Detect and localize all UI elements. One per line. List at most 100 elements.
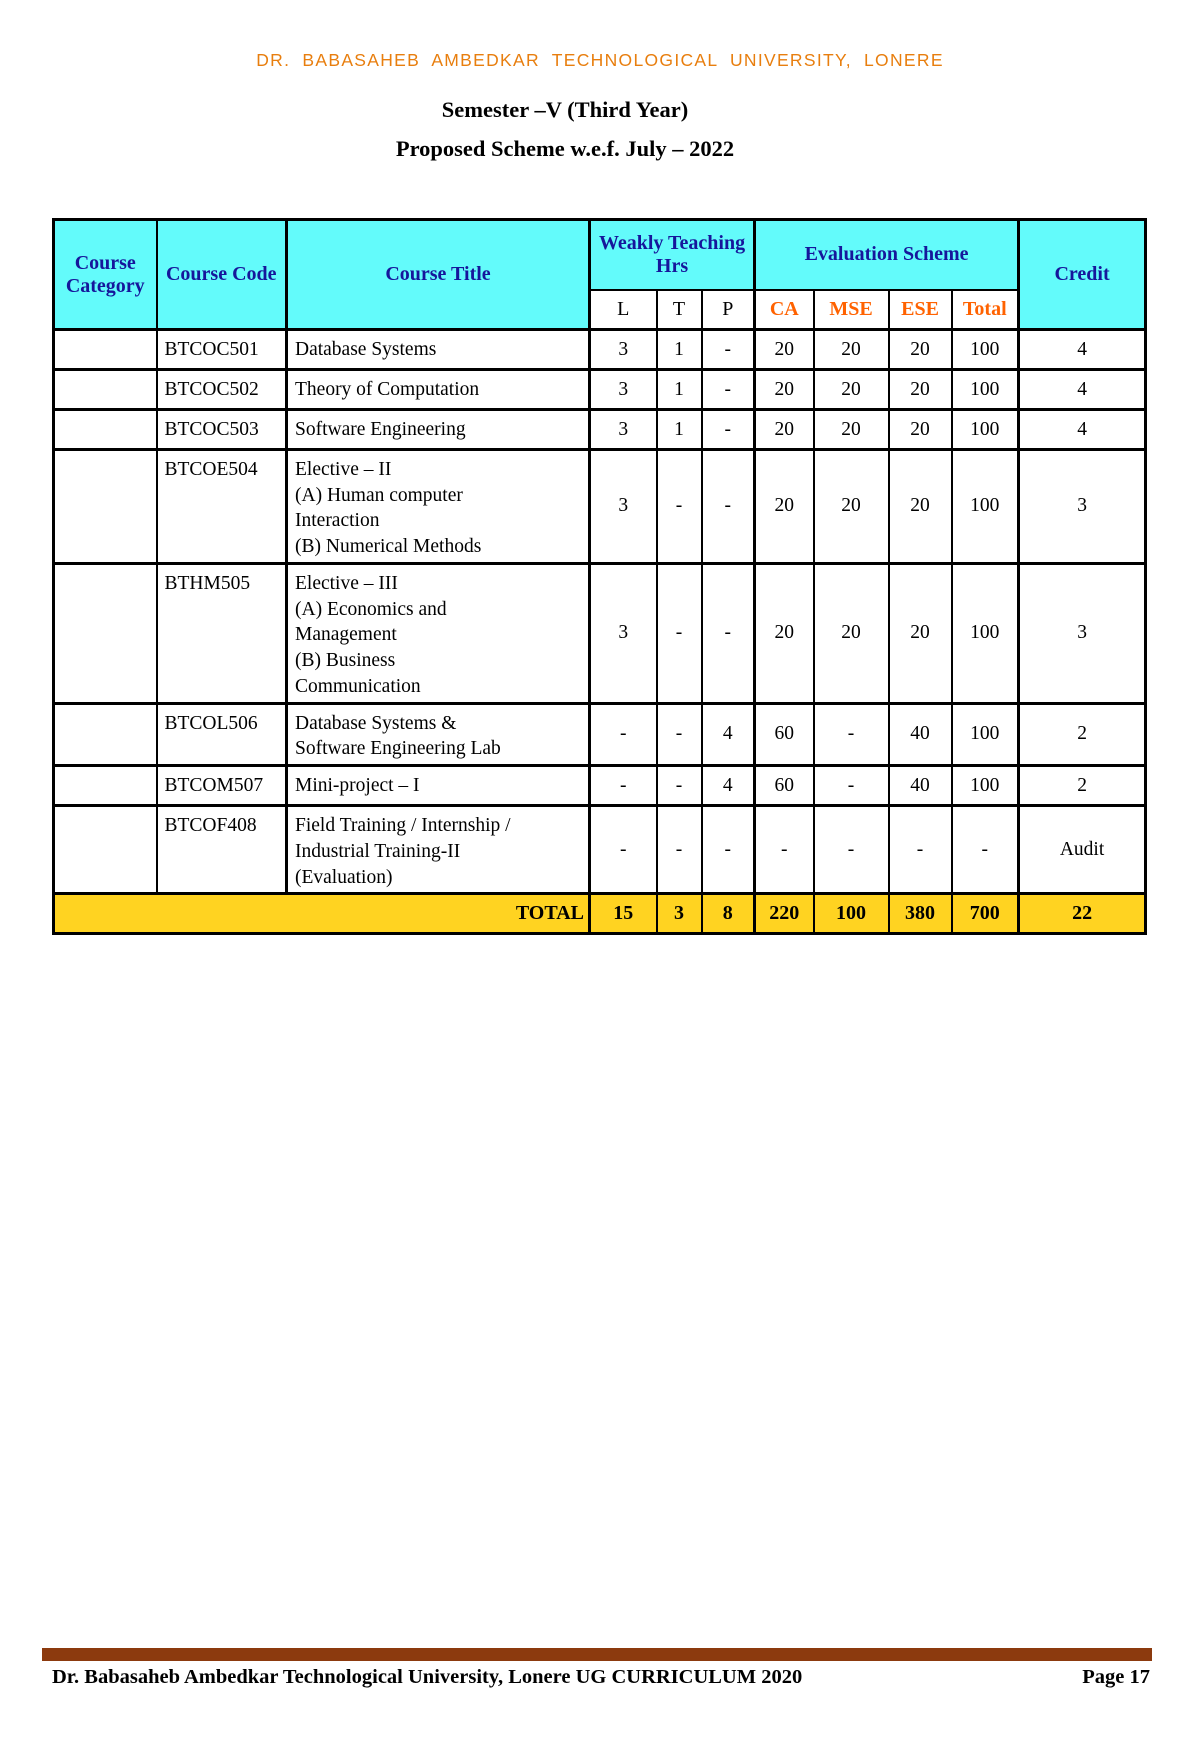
p-cell: - [700, 448, 756, 565]
mse-cell: 20 [812, 448, 890, 565]
t-cell: - [655, 448, 703, 565]
total-cell: 100 [950, 448, 1020, 565]
footer-text: Dr. Babasaheb Ambedkar Technological Uni… [52, 1666, 803, 1688]
ese-cell: 20 [887, 368, 953, 411]
mse-cell: 20 [812, 328, 890, 371]
total-l: 15 [588, 892, 658, 935]
table-row: BTCOL506 Database Systems & Software Eng… [52, 702, 1147, 767]
total-ca: 220 [753, 892, 815, 935]
credit-cell: 3 [1017, 448, 1147, 565]
course-title-cell: Software Engineering [285, 408, 591, 451]
page-footer: Dr. Babasaheb Ambedkar Technological Uni… [52, 1666, 1150, 1689]
total-row: TOTAL 15 3 8 220 100 380 700 22 [52, 892, 1147, 935]
university-header: DR. BABASAHEB AMBEDKAR TECHNOLOGICAL UNI… [256, 50, 944, 70]
table-row: BTCOE504 Elective – II (A) Human compute… [52, 448, 1147, 565]
p-cell: - [700, 562, 756, 705]
credit-cell: 3 [1017, 562, 1147, 705]
l-cell: - [588, 764, 658, 807]
p-cell: - [700, 328, 756, 371]
ese-cell: - [887, 804, 953, 895]
col-header-course-code: Course Code [155, 218, 288, 331]
total-cell: 100 [950, 764, 1020, 807]
course-title-cell: Elective – II (A) Human computer Interac… [285, 448, 591, 565]
table-row: BTCOF408 Field Training / Internship / I… [52, 804, 1147, 895]
credit-cell: 2 [1017, 764, 1147, 807]
l-cell: 3 [588, 562, 658, 705]
footer-divider-bar [42, 1648, 1152, 1661]
document-page: { "page": { "university_header": "DR. BA… [0, 50, 1200, 1750]
course-code-cell: BTCOF408 [155, 804, 288, 895]
total-total: 700 [950, 892, 1020, 935]
credit-cell: 4 [1017, 408, 1147, 451]
header-group-row: Course Category Course Code Course Title… [52, 218, 1147, 331]
col-header-ese: ESE [887, 288, 953, 331]
course-title-cell: Mini-project – I [285, 764, 591, 807]
p-cell: - [700, 408, 756, 451]
l-cell: - [588, 804, 658, 895]
course-code-cell: BTCOC501 [155, 328, 288, 371]
col-header-total: Total [950, 288, 1020, 331]
course-category-cell [52, 368, 158, 411]
table-row: BTCOC501 Database Systems 3 1 - 20 20 20… [52, 328, 1147, 371]
credit-cell: 4 [1017, 328, 1147, 371]
mse-cell: - [812, 804, 890, 895]
page-title-semester: Semester –V (Third Year) [441, 97, 689, 122]
ca-cell: 60 [753, 702, 815, 767]
course-category-cell [52, 562, 158, 705]
col-header-credit: Credit [1017, 218, 1147, 331]
p-cell: 4 [700, 702, 756, 767]
t-cell: - [655, 804, 703, 895]
t-cell: - [655, 764, 703, 807]
ca-cell: - [753, 804, 815, 895]
l-cell: 3 [588, 368, 658, 411]
credit-cell: 4 [1017, 368, 1147, 411]
ca-cell: 20 [753, 448, 815, 565]
course-title-cell: Database Systems & Software Engineering … [285, 702, 591, 767]
col-header-ca: CA [753, 288, 815, 331]
col-header-evaluation-scheme: Evaluation Scheme [753, 218, 1020, 291]
l-cell: 3 [588, 328, 658, 371]
t-cell: 1 [655, 328, 703, 371]
total-cell: 100 [950, 702, 1020, 767]
page-number: Page 17 [1082, 1666, 1150, 1688]
table-row: BTCOC502 Theory of Computation 3 1 - 20 … [52, 368, 1147, 411]
ca-cell: 20 [753, 368, 815, 411]
course-category-cell [52, 764, 158, 807]
course-code-cell: BTCOM507 [155, 764, 288, 807]
course-category-cell [52, 702, 158, 767]
ese-cell: 20 [887, 408, 953, 451]
total-mse: 100 [812, 892, 890, 935]
ese-cell: 40 [887, 702, 953, 767]
header-sub-row: L T P CA MSE ESE Total [54, 288, 1146, 331]
t-cell: - [655, 702, 703, 767]
course-title-cell: Elective – III (A) Economics and Managem… [285, 562, 591, 705]
total-p: 8 [700, 892, 756, 935]
course-scheme-table: Course Category Course Code Course Title… [52, 218, 1148, 936]
total-cell: 100 [950, 368, 1020, 411]
t-cell: 1 [655, 408, 703, 451]
l-cell: 3 [588, 408, 658, 451]
total-cell: - [950, 804, 1020, 895]
course-code-cell: BTCOE504 [155, 448, 288, 565]
l-cell: - [588, 702, 658, 767]
total-credit: 22 [1017, 892, 1147, 935]
course-category-cell [52, 448, 158, 565]
mse-cell: - [812, 764, 890, 807]
col-header-p: P [700, 288, 756, 331]
credit-cell: Audit [1017, 804, 1147, 895]
ese-cell: 20 [887, 448, 953, 565]
course-code-cell: BTCOC503 [155, 408, 288, 451]
course-code-cell: BTCOC502 [155, 368, 288, 411]
total-label: TOTAL [52, 892, 591, 935]
course-title-cell: Field Training / Internship / Industrial… [285, 804, 591, 895]
t-cell: 1 [655, 368, 703, 411]
total-cell: 100 [950, 562, 1020, 705]
t-cell: - [655, 562, 703, 705]
mse-cell: 20 [812, 562, 890, 705]
p-cell: - [700, 368, 756, 411]
mse-cell: - [812, 702, 890, 767]
table-row: BTCOC503 Software Engineering 3 1 - 20 2… [52, 408, 1147, 451]
col-header-course-category: Course Category [52, 218, 158, 331]
ca-cell: 20 [753, 328, 815, 371]
total-cell: 100 [950, 408, 1020, 451]
